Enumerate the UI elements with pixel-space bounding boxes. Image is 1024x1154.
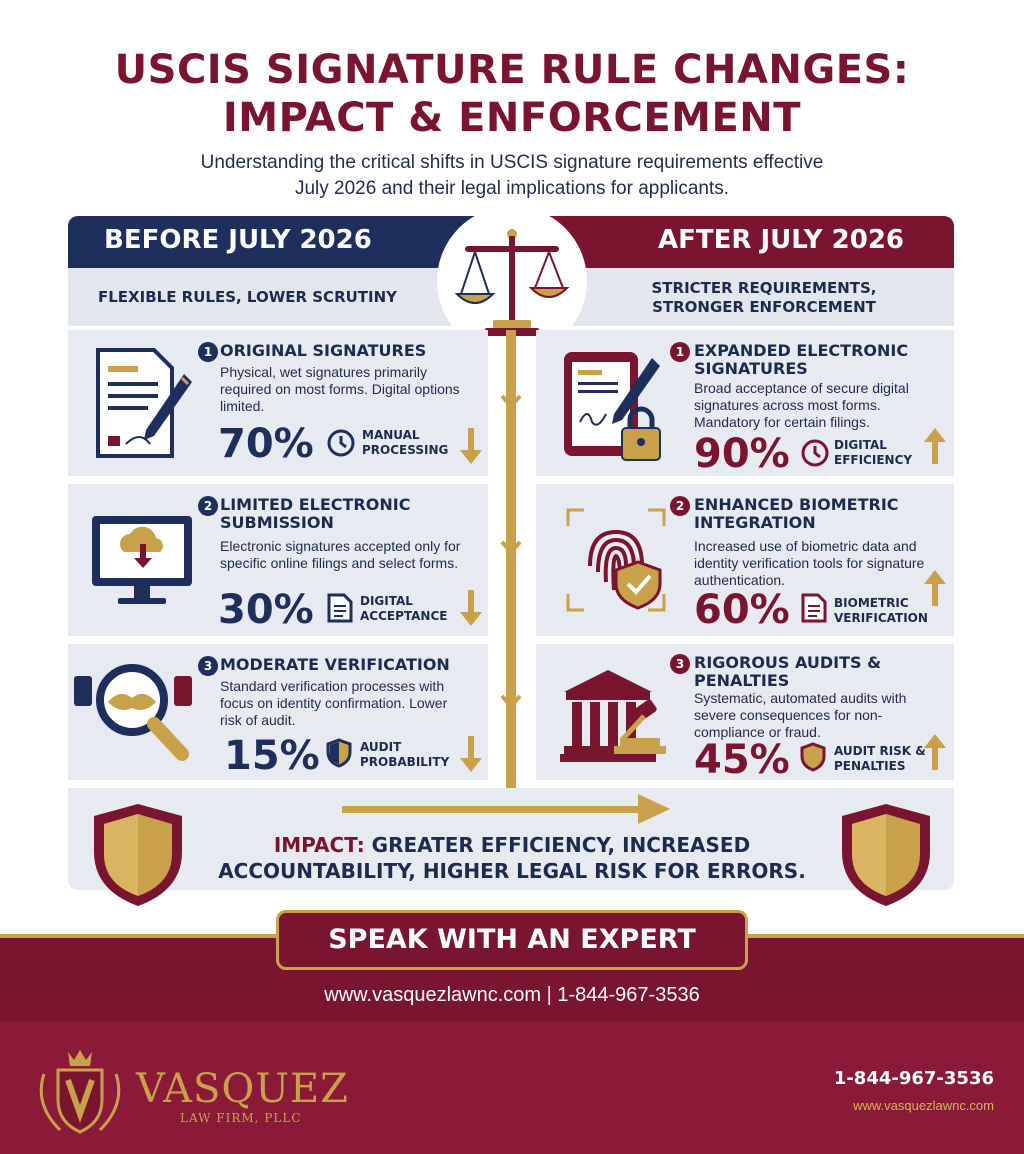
after-subheading: STRICTER REQUIREMENTS, STRONGER ENFORCEM… [651,279,877,316]
firm-logo-icon [39,1050,121,1134]
metric-value: 60% [694,587,790,633]
metric-label: DIGITAL ACCEPTANCE [360,594,448,623]
step-number: 2 [670,496,690,516]
document-icon [327,593,353,623]
timeline-line [506,330,516,808]
title-line-1: USCIS SIGNATURE RULE CHANGES: [114,47,910,93]
chevron-down-icon [500,540,522,555]
subtitle-line-1: Understanding the critical shifts in USC… [200,152,824,173]
after-card-1: 1 EXPANDED ELECTRONIC SIGNATURES Broad a… [536,330,954,476]
metric-value: 30% [218,587,314,633]
after-subheading-band: STRICTER REQUIREMENTS, STRONGER ENFORCEM… [538,268,954,326]
monitor-cloud-icon [92,516,192,604]
card-title: EXPANDED ELECTRONIC SIGNATURES [694,341,909,378]
after-heading-band: AFTER JULY 2026 [538,216,954,268]
scales-of-justice-icon [454,229,570,336]
chevron-down-icon [500,394,522,409]
arrow-up-icon [924,428,946,464]
tablet-signature-lock-icon [564,352,661,461]
arrow-up-icon [924,570,946,606]
metric-label: BIOMETRIC VERIFICATION [834,596,928,625]
card-title: MODERATE VERIFICATION [220,655,450,674]
after-heading: AFTER JULY 2026 [658,225,904,255]
before-heading-band: BEFORE JULY 2026 [68,216,488,268]
step-number: 3 [670,654,690,674]
before-subheading: FLEXIBLE RULES, LOWER SCRUTINY [98,288,398,306]
before-card-2: 2 LIMITED ELECTRONIC SUBMISSION Electron… [68,484,488,636]
step-number: 2 [198,496,218,516]
subtitle-line-2: July 2026 and their legal implications f… [294,178,730,199]
step-number: 1 [198,342,218,362]
metric-value: 70% [218,421,314,467]
before-subheading-band: FLEXIBLE RULES, LOWER SCRUTINY [68,268,488,326]
card-title: RIGOROUS AUDITS & PENALTIES [694,653,882,690]
metric-label: DIGITAL EFFICIENCY [834,438,913,467]
shield-icon [326,738,352,768]
courthouse-gavel-icon [560,670,666,762]
card-description: Increased use of biometric data and iden… [694,538,925,588]
before-heading: BEFORE JULY 2026 [104,225,372,255]
magnifier-handshake-icon [74,664,192,761]
metric-value: 90% [694,431,790,477]
document-icon [801,593,827,623]
metric-value: 45% [694,737,790,783]
signed-document-icon [96,348,192,458]
page-title: USCIS SIGNATURE RULE CHANGES: IMPACT & E… [0,46,1024,142]
card-title: ENHANCED BIOMETRIC INTEGRATION [694,495,899,532]
firm-name: VASQUEZ [136,1066,349,1112]
impact-label: IMPACT: [273,833,365,857]
metric-label: AUDIT PROBABILITY [360,740,450,769]
card-description: Broad acceptance of secure digital signa… [694,380,909,430]
contact-line[interactable]: www.vasquezlawnc.com | 1-844-967-3536 [324,984,700,1006]
metric-label: MANUAL PROCESSING [362,428,449,457]
metric-label: AUDIT RISK & PENALTIES [834,744,926,773]
card-description: Physical, wet signatures primarily requi… [220,364,460,414]
metric-value: 15% [224,733,320,779]
arrow-right-icon [342,794,670,824]
impact-line-1: GREATER EFFICIENCY, INCREASED [371,833,751,857]
footer-bottom [0,1022,1024,1154]
page-subtitle: Understanding the critical shifts in USC… [80,150,944,202]
before-card-1: 1 ORIGINAL SIGNATURES Physical, wet sign… [68,330,488,476]
card-title: LIMITED ELECTRONIC SUBMISSION [220,495,411,532]
fingerprint-shield-icon [566,508,666,612]
after-card-3: 3 RIGOROUS AUDITS & PENALTIES Systematic… [536,644,954,783]
footer-website[interactable]: www.vasquezlawnc.com [853,1098,994,1113]
impact-box [68,788,954,890]
before-card-3: 3 MODERATE VERIFICATION Standard verific… [68,644,488,780]
clock-icon [801,439,829,467]
firm-subtitle: LAW FIRM, PLLC [180,1111,302,1125]
arrow-down-icon [460,736,482,772]
arrow-down-icon [460,590,482,626]
card-title: ORIGINAL SIGNATURES [220,341,427,360]
after-card-2: 2 ENHANCED BIOMETRIC INTEGRATION Increas… [536,484,954,636]
step-number: 1 [670,342,690,362]
arrow-down-icon [460,428,482,464]
shield-icon [94,804,182,906]
shield-icon [800,742,826,772]
speak-with-expert-button[interactable]: SPEAK WITH AN EXPERT [276,910,748,970]
card-description: Systematic, automated audits with severe… [694,690,907,740]
shield-icon [842,804,930,906]
impact-statement: IMPACT: GREATER EFFICIENCY, INCREASED AC… [200,832,824,884]
card-description: Standard verification processes with foc… [220,678,448,728]
clock-icon [327,429,355,457]
impact-line-2: ACCOUNTABILITY, HIGHER LEGAL RISK FOR ER… [218,859,806,883]
title-line-2: IMPACT & ENFORCEMENT [222,95,802,141]
card-description: Electronic signatures accepted only for … [220,538,461,571]
chevron-down-icon [500,694,522,709]
arrow-up-icon [924,734,946,770]
step-number: 3 [198,656,218,676]
footer-phone[interactable]: 1-844-967-3536 [833,1068,994,1089]
